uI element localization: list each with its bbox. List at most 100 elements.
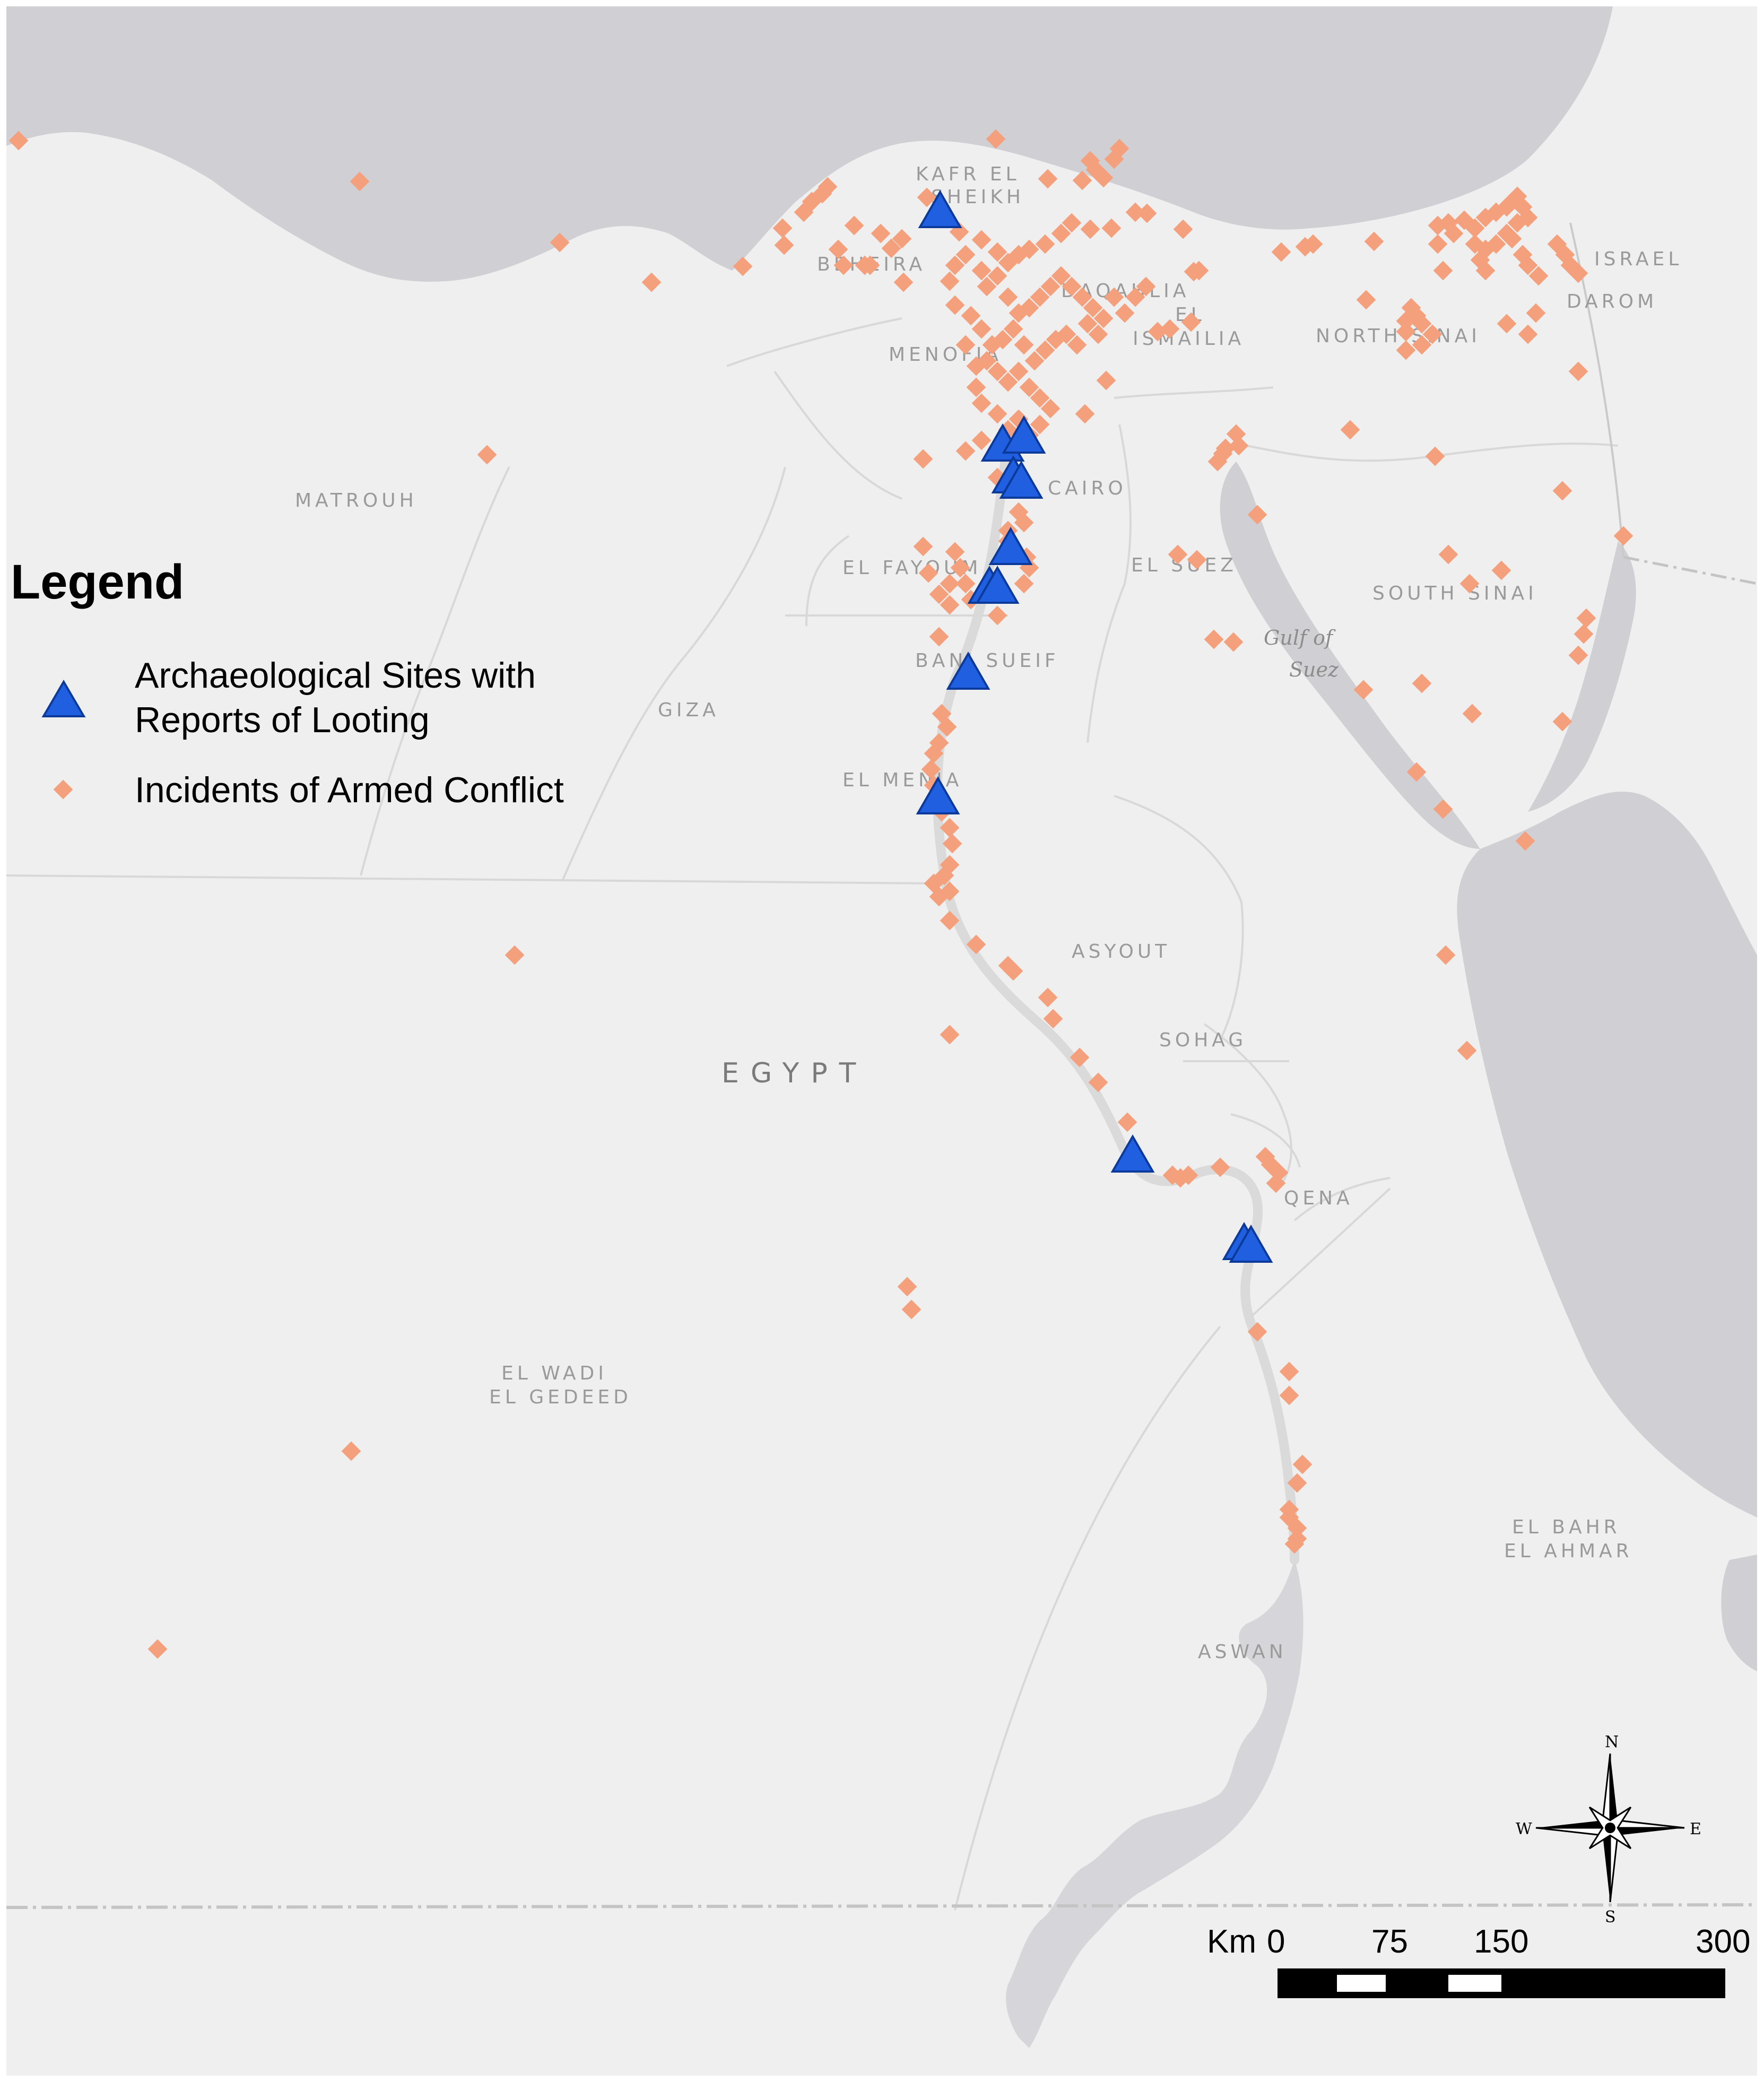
armed-conflict-marker — [1178, 1165, 1198, 1185]
armed-conflict-marker — [993, 329, 1013, 350]
armed-conflict-marker — [1292, 1454, 1313, 1474]
label-bani-sueif: BANI SUEIF — [915, 650, 1059, 672]
armed-conflict-marker — [1465, 234, 1485, 254]
armed-conflict-marker — [1125, 202, 1145, 222]
label-gulf-2: Suez — [1289, 658, 1339, 681]
armed-conflict-marker — [955, 335, 976, 355]
looting-site-marker — [999, 460, 1044, 499]
armed-conflict-marker — [1266, 1173, 1286, 1193]
armed-conflict-marker — [998, 372, 1018, 392]
armed-conflict-marker — [937, 717, 957, 737]
armed-conflict-marker — [1043, 1009, 1063, 1029]
armed-conflict-marker — [350, 171, 370, 192]
armed-conflict-marker — [892, 229, 912, 249]
armed-conflict-marker — [971, 261, 992, 281]
looting-site-marker — [916, 776, 960, 814]
armed-conflict-marker — [1284, 1534, 1305, 1554]
armed-conflict-marker — [1093, 308, 1114, 328]
legend-diamond-icon — [53, 779, 73, 800]
armed-conflict-marker — [881, 238, 901, 258]
armed-conflict-marker — [1497, 314, 1517, 334]
armed-conflict-marker — [1353, 680, 1374, 700]
armed-conflict-marker — [987, 266, 1007, 286]
scale-tick-75: 75 — [1371, 1923, 1408, 1960]
armed-conflict-marker — [1502, 229, 1522, 249]
armed-conflict-marker — [1035, 340, 1055, 360]
armed-conflict-marker — [955, 441, 976, 461]
looting-site-marker — [1110, 1134, 1155, 1173]
armed-conflict-marker — [1528, 266, 1549, 286]
armed-conflict-marker — [1030, 287, 1050, 307]
armed-conflict-marker — [1093, 168, 1114, 188]
armed-conflict-marker — [772, 218, 793, 238]
armed-conflict-marker — [1213, 444, 1233, 464]
armed-conflict-marker — [987, 605, 1007, 626]
armed-conflict-marker — [942, 834, 962, 854]
armed-conflict-marker — [828, 239, 848, 259]
armed-conflict-marker — [901, 1299, 922, 1320]
armed-conflict-marker — [1433, 261, 1453, 281]
armed-conflict-marker — [341, 1441, 361, 1461]
armed-conflict-marker — [940, 271, 960, 291]
legend: Legend Archaeological Sites with Reports… — [11, 555, 564, 810]
armed-conflict-marker — [1009, 361, 1029, 381]
compass-w: W — [1516, 1820, 1532, 1838]
armed-conflict-marker — [945, 255, 965, 275]
land-background — [6, 6, 1757, 2076]
armed-conflict-marker — [1051, 266, 1071, 286]
armed-conflict-marker — [1287, 1518, 1307, 1538]
armed-conflict-marker — [1030, 414, 1050, 435]
armed-conflict-marker — [1247, 505, 1267, 525]
armed-conflict-marker — [1204, 629, 1224, 649]
label-south-sinai: SOUTH SINAI — [1372, 583, 1537, 604]
gulf-of-aqaba — [1528, 541, 1636, 812]
label-el-bahr-1: EL BAHR — [1512, 1516, 1621, 1538]
armed-conflict-marker — [1077, 314, 1098, 334]
armed-conflict-marker — [1115, 303, 1135, 323]
armed-conflict-marker — [1425, 446, 1445, 466]
armed-conflict-marker — [8, 131, 29, 151]
armed-conflict-marker — [1247, 1322, 1267, 1342]
armed-conflict-marker — [950, 558, 970, 578]
looting-site-marker — [918, 189, 962, 228]
looting-site-marker — [975, 565, 1020, 604]
label-kafr-el-sheikh-1: KAFR EL — [916, 163, 1020, 185]
armed-conflict-marker — [940, 1025, 960, 1045]
armed-conflict-marker — [1137, 203, 1157, 223]
armed-conflict-marker — [871, 223, 891, 244]
armed-conflict-marker — [1491, 560, 1511, 580]
armed-conflict-marker — [1364, 231, 1384, 251]
armed-conflict-marker — [1356, 290, 1376, 310]
label-egypt: EGYPT — [722, 1057, 867, 1089]
armed-conflict-marker — [1568, 361, 1588, 381]
armed-conflict-marker — [893, 272, 914, 292]
armed-conflict-marker — [977, 351, 997, 371]
armed-conflict-marker — [1422, 324, 1443, 344]
armed-conflict-marker — [1035, 234, 1055, 254]
armed-conflict-marker — [998, 287, 1018, 307]
looting-site-marker — [1002, 415, 1046, 454]
armed-conflict-marker — [1406, 762, 1427, 782]
label-sohag: SOHAG — [1159, 1029, 1247, 1051]
armed-conflict-marker — [1279, 1361, 1299, 1382]
armed-conflict-marker — [505, 945, 525, 965]
armed-conflict-marker — [774, 235, 794, 255]
armed-conflict-marker — [1117, 1112, 1137, 1132]
armed-conflict-marker — [1287, 1473, 1307, 1493]
armed-conflict-marker — [477, 445, 497, 465]
red-sea-south — [1721, 1555, 1757, 1671]
armed-conflict-marker — [1428, 234, 1448, 254]
armed-conflict-marker — [1040, 398, 1061, 419]
armed-conflict-marker — [1019, 239, 1039, 259]
armed-conflict-marker — [1436, 945, 1456, 965]
scale-tick-300: 300 — [1696, 1923, 1750, 1960]
looting-site-marker — [1229, 1224, 1273, 1263]
armed-conflict-marker — [1168, 544, 1188, 565]
armed-conflict-marker — [940, 881, 960, 901]
armed-conflict-marker — [1072, 170, 1092, 190]
armed-conflict-marker — [1396, 322, 1416, 342]
armed-conflict-marker — [1014, 513, 1034, 533]
armed-conflict-marker — [1412, 314, 1432, 334]
armed-conflict-marker — [147, 1639, 168, 1659]
label-el-bahr-2: EL AHMAR — [1504, 1540, 1633, 1562]
